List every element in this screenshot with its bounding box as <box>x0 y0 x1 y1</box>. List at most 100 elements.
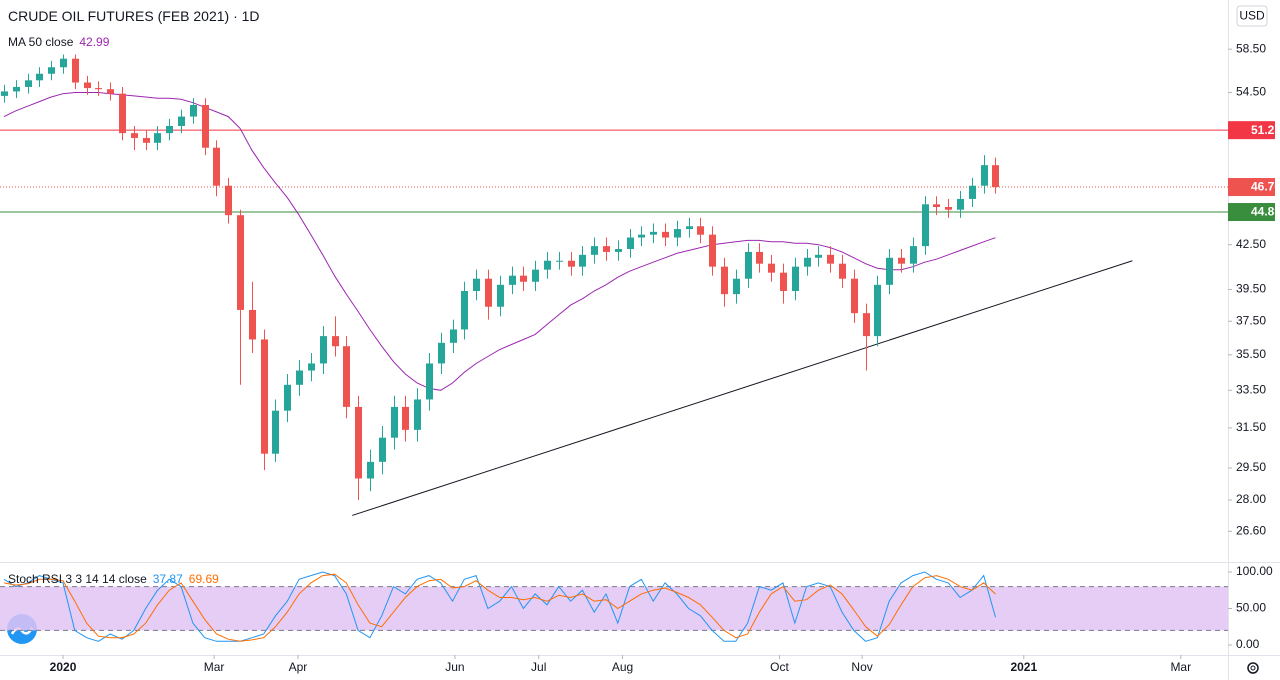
candle-body <box>627 237 634 250</box>
candle-body <box>910 246 917 264</box>
candle-body <box>332 336 339 347</box>
candle-body <box>119 93 126 134</box>
gear-hub <box>1250 665 1256 671</box>
candle-body <box>249 309 256 340</box>
settings-icon[interactable] <box>1247 662 1259 674</box>
candle-body <box>733 278 740 295</box>
stoch-band <box>0 586 1228 631</box>
candle-body <box>414 399 421 430</box>
candle-body <box>36 73 43 81</box>
candle-body <box>827 254 834 264</box>
candle-body <box>190 105 197 117</box>
stoch-line <box>3 573 996 642</box>
candle-body <box>697 226 704 235</box>
candle-body <box>945 206 952 210</box>
candle-body <box>851 278 858 314</box>
candle-body <box>874 284 881 337</box>
candle-body <box>922 204 929 247</box>
candle-body <box>886 257 893 285</box>
candle-body <box>154 133 161 143</box>
candle-body <box>969 185 976 199</box>
candle-body <box>95 88 102 90</box>
x-tick-label: Jul <box>531 660 546 674</box>
moving-average <box>3 92 996 391</box>
candle-body <box>485 278 492 307</box>
candle-body <box>438 342 445 364</box>
candle-body <box>957 198 964 210</box>
candle-body <box>379 437 386 462</box>
candle-body <box>780 272 787 292</box>
candle-body <box>308 363 315 371</box>
candle-body <box>143 137 150 143</box>
candle-body <box>166 125 173 134</box>
y-tick-label: 33.50 <box>1236 382 1266 396</box>
candle-body <box>202 105 209 148</box>
candle-body <box>60 58 67 68</box>
last-price-badge <box>1228 178 1275 197</box>
candle-body <box>237 215 244 310</box>
trendline <box>352 260 1133 516</box>
candle-body <box>72 58 79 83</box>
candle-body <box>461 291 468 330</box>
candle-body <box>497 284 504 307</box>
candle-body <box>1 91 8 96</box>
x-tick-label: Aug <box>612 660 633 674</box>
candle-body <box>745 251 752 279</box>
candle-body <box>450 329 457 343</box>
y-tick-label: 54.50 <box>1236 85 1266 99</box>
candle-body <box>591 246 598 255</box>
candle-body <box>686 226 693 230</box>
candle-body <box>933 204 940 207</box>
candle-body <box>225 185 232 216</box>
y-tick-label: 35.50 <box>1236 347 1266 361</box>
candle-body <box>25 80 32 87</box>
x-tick-label: Jun <box>445 660 464 674</box>
candle-body <box>284 384 291 411</box>
title-legend: CRUDE OIL FUTURES (FEB 2021) · 1D <box>8 8 266 24</box>
candle-body <box>662 231 669 238</box>
x-tick-label: Nov <box>851 660 872 674</box>
candle-body <box>520 275 527 282</box>
candle-body <box>568 260 575 267</box>
y-tick-label: 31.50 <box>1236 420 1266 434</box>
y-tick-label: 26.60 <box>1236 524 1266 538</box>
candle-body <box>426 363 433 400</box>
x-tick-label: Apr <box>289 660 308 674</box>
stoch-legend: Stoch RSI 3 3 14 14 close 37.87 69.69 <box>8 572 225 586</box>
candle-body <box>320 336 327 364</box>
ma-legend: MA 50 close 42.99 <box>8 35 115 49</box>
last-price-label: 46.70 <box>1251 180 1280 194</box>
candle-body <box>391 406 398 438</box>
candle-body <box>839 263 846 279</box>
candle-body <box>615 249 622 252</box>
candle-body <box>131 133 138 138</box>
y-tick-label: 28.00 <box>1236 492 1266 506</box>
candle-body <box>804 257 811 267</box>
candle-body <box>556 260 563 262</box>
y-tick-label: 58.50 <box>1236 41 1266 55</box>
candle-body <box>473 278 480 292</box>
price-scale-bg <box>1228 0 1280 680</box>
candle-body <box>367 461 374 479</box>
candle-body <box>509 275 516 285</box>
candle-body <box>13 86 20 92</box>
gear <box>1247 662 1259 674</box>
candle-body <box>296 370 303 385</box>
candle-body <box>544 260 551 270</box>
candle-body <box>650 231 657 235</box>
currency-box[interactable] <box>1236 5 1268 27</box>
x-tick-label: 2021 <box>1010 660 1037 674</box>
candle-body <box>721 266 728 295</box>
candle-body <box>863 313 870 337</box>
y-tick-label: 0.00 <box>1236 637 1260 651</box>
ma-value: 42.99 <box>79 35 110 49</box>
y-tick-label: 29.50 <box>1236 460 1266 474</box>
ma-name: MA 50 close <box>8 35 74 49</box>
candle-body <box>674 229 681 238</box>
currency: USD <box>1239 9 1265 23</box>
level-badge <box>1228 121 1275 140</box>
stoch-d-value: 69.69 <box>188 572 219 586</box>
y-tick-label: 42.50 <box>1236 237 1266 251</box>
level-badge <box>1228 203 1275 222</box>
candle-body <box>709 234 716 267</box>
